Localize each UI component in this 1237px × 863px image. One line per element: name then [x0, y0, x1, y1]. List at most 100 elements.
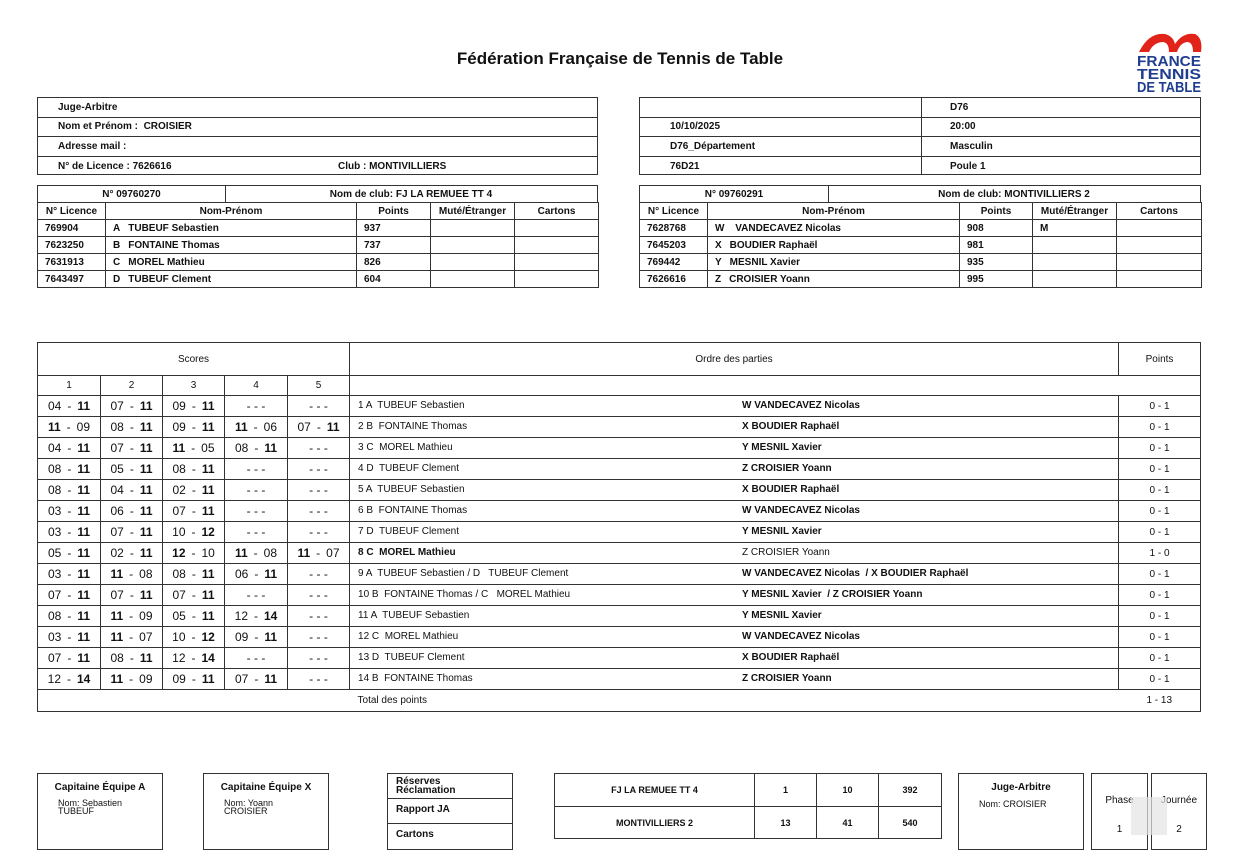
score-a: 07: [47, 588, 62, 602]
set-score: 08-11: [162, 458, 225, 480]
set-score: 07-11: [100, 437, 163, 459]
set-score: 07-11: [100, 395, 163, 417]
player-status: [430, 219, 515, 237]
player-points: 995: [959, 270, 1033, 288]
score-sep: -: [129, 546, 134, 560]
score-b: 11: [139, 546, 153, 560]
score-b: 14: [77, 672, 91, 686]
score-a: 06: [234, 567, 249, 581]
set-score: 04-11: [100, 479, 163, 501]
column-header: Cartons: [1116, 202, 1202, 220]
team-header: N° 09760291 Nom de club: MONTIVILLIERS 2: [639, 185, 1201, 203]
set-score: - - -: [224, 584, 288, 606]
score-b: 11: [264, 672, 278, 686]
score-b: 11: [264, 630, 278, 644]
score-sep: -: [129, 525, 134, 539]
player-x: X BOUDIER Raphaël: [742, 484, 840, 495]
score-a: 08: [172, 462, 186, 476]
player-cards: [514, 236, 599, 254]
blank: [36, 689, 350, 712]
score-sep: -: [191, 588, 196, 602]
score-sep: -: [191, 420, 196, 434]
set-score: 02-11: [162, 479, 225, 501]
box-row: D76_Département Masculin: [640, 137, 1200, 157]
game-row: 03-11 07-11 10-12- - -- - -7 D TUBEUF Clem…: [37, 521, 1202, 543]
player-name-text: MOREL Mathieu: [128, 256, 205, 268]
set-score: - - -: [286, 458, 351, 480]
player-row: 7643497 D TUBEUF Clement 604: [37, 270, 599, 288]
score-a: 11: [172, 441, 186, 455]
game-row: 05-11 02-11 12-10 11-08 11-07 8 C MOREL Mathi…: [37, 542, 1202, 564]
score-b: 11: [139, 399, 153, 413]
score-sep: -: [129, 672, 134, 686]
player-a: 14 B FONTAINE Thomas: [358, 673, 473, 684]
score-a: 03: [47, 567, 62, 581]
game-row: 08-11 04-11 02-11- - -- - -5 A TUBEUF Seba…: [37, 479, 1202, 501]
column-header: Nom-Prénom: [105, 202, 357, 220]
score-a: 03: [47, 504, 62, 518]
game-result: 0 - 1: [1118, 395, 1202, 417]
player-x: W VANDECAVEZ Nicolas: [742, 400, 860, 411]
score-sep: -: [66, 420, 71, 434]
score-empty: - - -: [246, 462, 266, 476]
box-row: 10/10/2025 20:00: [640, 118, 1200, 137]
note-label: Réserves Réclamation: [396, 776, 456, 796]
set-score: 11-06: [224, 416, 288, 438]
score-a: 09: [172, 672, 186, 686]
referee-field: Adresse mail :: [58, 140, 127, 152]
summary-team: FJ LA REMUEE TT 4: [554, 773, 755, 807]
set-number: 3: [162, 375, 225, 396]
box-row: N° de Licence : 7626616 Club : MONTIVILLI…: [38, 157, 597, 177]
score-b: 11: [201, 609, 215, 623]
set-number: 5: [286, 375, 351, 396]
set-score: 11-08: [100, 563, 163, 585]
player-a: 4 D TUBEUF Clement: [358, 463, 459, 474]
set-score: 09-11: [162, 416, 225, 438]
player-a: 5 A TUBEUF Sebastien: [358, 484, 465, 495]
score-empty: - - -: [246, 651, 266, 665]
set-score: - - -: [286, 584, 351, 606]
day-label: Journée: [1160, 795, 1198, 806]
match-field: Poule 1: [950, 160, 986, 172]
set-score: 06-11: [100, 500, 163, 522]
score-sep: -: [67, 441, 72, 455]
player-a: 10 B FONTAINE Thomas / C MOREL Mathieu: [358, 589, 571, 600]
box-row: Juge-Arbitre: [38, 98, 597, 118]
player-name-text: TUBEUF Sebastien: [128, 222, 219, 234]
set-score: 08-11: [37, 458, 101, 480]
score-sep: -: [67, 525, 72, 539]
set-score: - - -: [224, 521, 288, 543]
player-cards: [1116, 219, 1202, 237]
player-row: 769442 Y MESNIL Xavier 935: [639, 253, 1202, 271]
player-x: W VANDECAVEZ Nicolas: [742, 505, 860, 516]
points-title: Points: [1118, 342, 1202, 376]
column-header: N° Licence: [639, 202, 708, 220]
score-b: 12: [201, 525, 215, 539]
player-row: 7645203 X BOUDIER Raphaël 981: [639, 236, 1202, 254]
score-b: 11: [77, 525, 91, 539]
score-b: 11: [77, 651, 91, 665]
score-sep: -: [67, 546, 72, 560]
set-score: 08-11: [37, 479, 101, 501]
player-x: W VANDECAVEZ Nicolas: [742, 631, 860, 642]
game-order: 12 C MOREL Mathieu W VANDECAVEZ Nicolas: [349, 626, 1120, 648]
total-label: Total des points: [349, 689, 1119, 712]
score-a: 04: [47, 399, 62, 413]
note-row: Rapport JA: [388, 799, 512, 824]
player-a: 1 A TUBEUF Sebastien: [358, 400, 465, 411]
score-b: 11: [77, 588, 91, 602]
team-club: Nom de club: FJ LA REMUEE TT 4: [329, 188, 493, 200]
score-empty: - - -: [309, 441, 328, 455]
player-name-text: FONTAINE Thomas: [128, 239, 220, 251]
game-order: 4 D TUBEUF Clement Z CROISIER Yoann: [349, 458, 1120, 480]
column-header: Cartons: [514, 202, 599, 220]
player-x: Z CROISIER Yoann: [742, 673, 832, 684]
score-sep: -: [191, 567, 196, 581]
player-name: B FONTAINE Thomas: [105, 236, 357, 254]
summary-row: MONTIVILLIERS 2 13 41 540: [554, 806, 942, 839]
match-box: D76 10/10/2025 20:00 D76_Département Masculi…: [639, 97, 1201, 175]
score-a: 11: [297, 546, 311, 560]
score-b: 11: [139, 525, 153, 539]
player-cards: [1116, 270, 1202, 288]
